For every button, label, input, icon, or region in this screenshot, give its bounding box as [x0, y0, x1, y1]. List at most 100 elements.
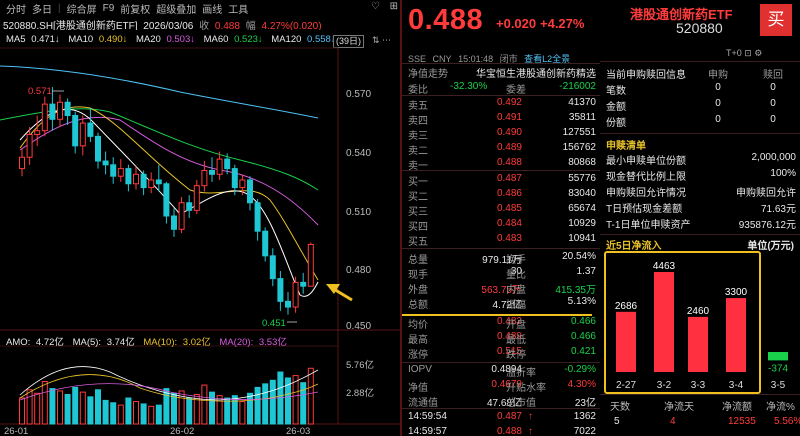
book-level-label: 买五	[408, 237, 428, 248]
candle-body	[19, 156, 25, 170]
tool-composite[interactable]: 综合屏	[66, 4, 97, 16]
market-status: 闭市	[499, 54, 518, 64]
tool-overlay[interactable]: 超级叠加	[156, 4, 197, 16]
book-row[interactable]: 卖二 0.489 156762	[402, 142, 600, 157]
book-row[interactable]: 卖五 0.492 41370	[402, 97, 600, 112]
book-row[interactable]: 卖一 0.488 80868	[402, 157, 600, 172]
book-volume: 35811	[568, 112, 596, 123]
book-row[interactable]: 买一 0.487 55776	[402, 173, 600, 188]
amo-ma20-label: MA(20): 3.53亿	[219, 337, 287, 348]
stat-value: 0.421	[570, 346, 596, 357]
tab-multiday[interactable]: 多日	[32, 4, 52, 16]
tick-volume: 1362	[573, 411, 596, 422]
candle-body	[95, 135, 101, 162]
book-volume: 10929	[568, 218, 596, 229]
apply-row: 份额 0 0	[600, 114, 800, 129]
inflow-bar-3-5	[768, 352, 788, 361]
stat-value: 1.37	[576, 266, 596, 277]
candle-body	[79, 122, 86, 147]
tab-intraday[interactable]: 分时	[6, 4, 26, 16]
volume-bar	[307, 367, 314, 425]
inflow-date-label: 2-27	[616, 380, 636, 391]
stat-value: 0.466	[570, 331, 596, 342]
panel-options-icons[interactable]: T+0 ⊡ ⚙	[726, 48, 763, 58]
ma60-label: MA60 0.523↓	[203, 34, 263, 45]
price-tick-0450: 0.450	[346, 321, 371, 332]
tick-time: 14:59:57	[408, 426, 447, 436]
stat-label: 振幅	[506, 300, 526, 311]
candle-body	[41, 103, 48, 132]
fund-name: 华宝恒生港股通创新药精选	[476, 69, 596, 80]
creation-list-value: 935876.12元	[738, 220, 796, 231]
fund-trend-label[interactable]: 净值走势	[408, 69, 448, 80]
book-volume: 127551	[562, 127, 596, 138]
inflow-summary-value: 12535	[728, 416, 756, 427]
candle-body	[171, 215, 177, 230]
volume-bar	[163, 388, 170, 425]
stat-row: 均价 0.482 开盘 0.466	[402, 316, 600, 331]
heart-icon[interactable]: ♡	[370, 1, 380, 12]
volume-bar	[247, 392, 253, 425]
chart-options-icon[interactable]: ⇅ ⋯	[372, 35, 392, 45]
volume-bar	[19, 397, 25, 425]
candle-body	[224, 158, 231, 170]
candle-body	[133, 173, 139, 185]
buy-button[interactable]: 买	[760, 4, 792, 36]
book-row[interactable]: 买三 0.485 65674	[402, 203, 600, 218]
candle-body	[186, 202, 193, 211]
stat-row: 总额 4.72亿 振幅 5.13%	[402, 296, 600, 311]
tick-volume: 7022	[573, 426, 596, 436]
book-row[interactable]: 买五 0.483 10941	[402, 233, 600, 248]
book-price: 0.489	[496, 142, 522, 153]
book-row[interactable]: 卖三 0.490 127551	[402, 127, 600, 142]
amo-ma5-label: MA(5): 3.74亿	[72, 337, 135, 348]
book-level-label: 卖四	[408, 116, 428, 127]
grid-icon[interactable]: ⊞	[389, 1, 398, 12]
tool-forward-adjust[interactable]: 前复权	[120, 4, 151, 16]
tool-f9[interactable]: F9	[102, 2, 115, 14]
tick-price: 0.488	[496, 426, 522, 436]
volume-bar	[201, 384, 208, 425]
book-price: 0.490	[496, 127, 522, 138]
book-row[interactable]: 买四 0.484 10929	[402, 218, 600, 233]
close-value: 0.488	[214, 21, 240, 30]
volume-bar	[224, 397, 231, 425]
stat-row: IOPV 0.4894 溢折率 -0.29%	[402, 364, 600, 379]
ma5-line	[19, 108, 319, 297]
close-label: 收	[199, 21, 210, 30]
stat-value: 20.54%	[562, 251, 596, 262]
creation-list-label: 最小申赎单位份额	[606, 156, 686, 167]
book-volume: 65674	[568, 203, 596, 214]
price-tick-0480: 0.480	[346, 265, 371, 276]
inflow-bar-3-3	[688, 316, 708, 372]
inflow-summary-label: 净流额	[722, 402, 752, 413]
stat-label: 涨停	[408, 350, 428, 361]
period-selector[interactable]: (39日)	[333, 35, 365, 48]
fund-trend-row[interactable]: 净值走势 华宝恒生港股通创新药精选	[402, 65, 600, 80]
volume-bar	[49, 388, 56, 425]
volume-bar	[140, 403, 147, 425]
weibi-label: 委比	[408, 85, 428, 96]
stat-label: 现手	[408, 270, 428, 281]
l2-link[interactable]: 查看L2全景	[524, 54, 571, 64]
book-volume: 10941	[568, 233, 596, 244]
creation-list-label: T-1日单位申赎资产	[606, 220, 691, 231]
book-row[interactable]: 卖四 0.491 35811	[402, 112, 600, 127]
volume-bar	[292, 375, 299, 425]
book-row[interactable]: 买二 0.486 83040	[402, 188, 600, 203]
tick-price: 0.487	[496, 411, 522, 422]
bar-date: 2026/03/06	[143, 21, 194, 30]
apply-header-title: 当前申购赎回信息	[606, 70, 686, 81]
tool-draw[interactable]: 画线	[202, 4, 223, 16]
stat-label: 均价	[408, 320, 428, 331]
candle-body	[216, 158, 223, 175]
tool-tools[interactable]: 工具	[228, 4, 249, 16]
stat-value: 979.11万	[482, 255, 522, 266]
price-change: +0.020	[496, 16, 537, 31]
volume-bar	[254, 386, 261, 425]
book-level-label: 卖二	[408, 146, 428, 157]
candle-body	[300, 281, 307, 287]
tick-arrow-icon: ↑	[528, 411, 533, 422]
etf-name: 港股通创新药ETF	[630, 7, 733, 22]
candle-body	[110, 164, 117, 177]
